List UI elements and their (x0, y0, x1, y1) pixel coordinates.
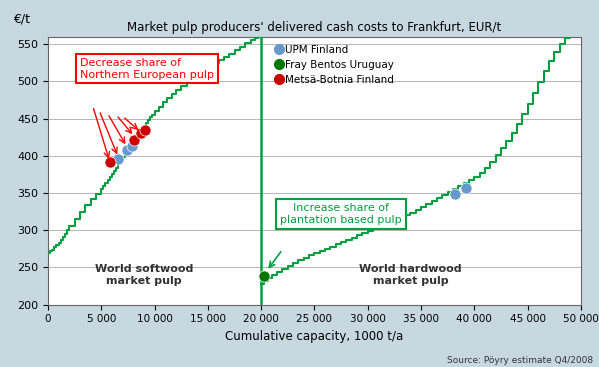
Text: Decrease share of
Northern European pulp: Decrease share of Northern European pulp (80, 58, 214, 80)
Title: Market pulp producers' delivered cash costs to Frankfurt, EUR/t: Market pulp producers' delivered cash co… (128, 21, 501, 34)
Legend: UPM Finland, Fray Bentos Uruguay, Metsä-Botnia Finland: UPM Finland, Fray Bentos Uruguay, Metsä-… (277, 44, 394, 85)
Text: World hardwood
market pulp: World hardwood market pulp (359, 264, 462, 286)
Text: Source: Pöyry estimate Q4/2008: Source: Pöyry estimate Q4/2008 (447, 356, 593, 365)
Text: €/t: €/t (13, 13, 31, 26)
X-axis label: Cumulative capacity, 1000 t/a: Cumulative capacity, 1000 t/a (225, 330, 404, 343)
Text: World softwood
market pulp: World softwood market pulp (95, 264, 193, 286)
Text: Increase share of
plantation based pulp: Increase share of plantation based pulp (280, 203, 402, 225)
